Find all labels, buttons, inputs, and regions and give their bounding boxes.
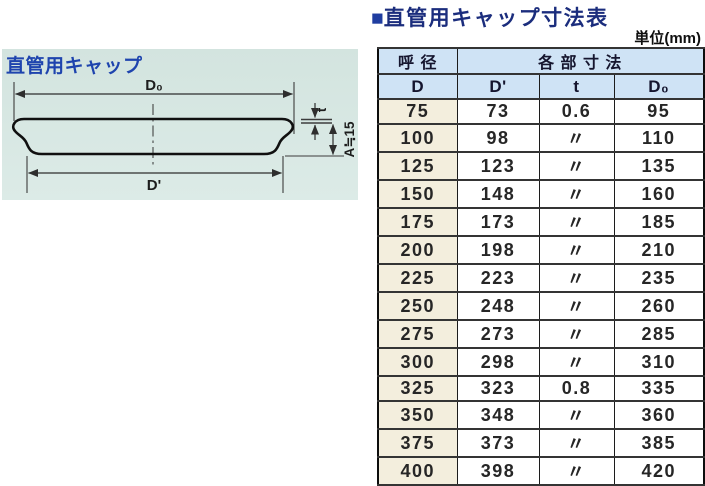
table-row: 350 348 〃 360 [377,400,705,430]
cell-value: 〃 [538,179,615,209]
table-row: 250 248 〃 260 [377,291,705,321]
cell-value: 310 [613,347,705,377]
cell-nominal-diameter: 175 [377,207,458,237]
cell-value: 〃 [538,347,615,377]
cell-value: 〃 [538,456,615,486]
table-row: 300 298 〃 310 [377,347,705,377]
table-row: 125 123 〃 135 [377,151,705,181]
cell-value: 123 [456,151,540,181]
table-row: 75 73 0.6 95 [377,98,705,125]
cell-value: 323 [456,375,540,402]
cell-nominal-diameter: 275 [377,319,458,349]
cell-value: 73 [456,98,540,125]
cell-value: 95 [613,98,705,125]
cell-value: 210 [613,235,705,265]
cell-value: 〃 [538,123,615,153]
cell-value: 348 [456,400,540,430]
cell-nominal-diameter: 300 [377,347,458,377]
cell-nominal-diameter: 250 [377,291,458,321]
table-row: 175 173 〃 185 [377,207,705,237]
dimension-table: 呼 径 各 部 寸 法 D D' t D₀ 75 73 0.6 95 100 98 〃 110… [377,47,705,486]
dimension-table-body: 75 73 0.6 95 100 98 〃 110 125 123 〃 135 150 148 〃 160 17… [377,98,705,486]
header-nominal-diameter: 呼 径 [377,47,458,75]
cell-value: 223 [456,263,540,293]
cell-value: 〃 [538,428,615,458]
dim-label-dprime: D' [147,177,161,194]
dimension-lines [15,90,337,177]
cell-value: 〃 [538,151,615,181]
cell-value: 235 [613,263,705,293]
cell-value: 173 [456,207,540,237]
cell-nominal-diameter: 375 [377,428,458,458]
page-title-text: 直管用キャップ寸法表 [383,7,609,30]
cell-value: 248 [456,291,540,321]
table-row: 225 223 〃 235 [377,263,705,293]
cap-diagram-svg: D₀ D' t A≒15 [11,77,357,194]
cell-nominal-diameter: 350 [377,400,458,430]
dim-label-t: t [314,107,329,112]
cell-value: 360 [613,400,705,430]
page-title: ■直管用キャップ寸法表 [371,2,609,32]
cell-value: 98 [456,123,540,153]
table-row: 375 373 〃 385 [377,428,705,458]
table-row: 275 273 〃 285 [377,319,705,349]
cell-value: 〃 [538,319,615,349]
cell-value: 160 [613,179,705,209]
cell-value: 135 [613,151,705,181]
cell-value: 285 [613,319,705,349]
cell-nominal-diameter: 200 [377,235,458,265]
cell-value: 〃 [538,235,615,265]
cell-value: 〃 [538,291,615,321]
cell-nominal-diameter: 225 [377,263,458,293]
table-row: 325 323 0.8 335 [377,375,705,402]
cell-value: 148 [456,179,540,209]
cell-value: 398 [456,456,540,486]
extension-lines [13,82,344,193]
unit-label: 単位(mm) [634,30,701,47]
cell-nominal-diameter: 400 [377,456,458,486]
cell-value: 298 [456,347,540,377]
cell-value: 335 [613,375,705,402]
table-header-row-2: D D' t D₀ [377,73,705,100]
cell-value: 373 [456,428,540,458]
dim-label-a: A≒15 [342,121,357,158]
cell-value: 〃 [538,263,615,293]
table-row: 100 98 〃 110 [377,123,705,153]
cell-nominal-diameter: 325 [377,375,458,402]
diagram-title: 直管用キャップ [6,56,143,77]
cell-value: 198 [456,235,540,265]
subheader-d: D [377,73,458,100]
cell-nominal-diameter: 75 [377,98,458,125]
cell-value: 〃 [538,400,615,430]
cell-value: 110 [613,123,705,153]
table-header-row-1: 呼 径 各 部 寸 法 [377,47,705,75]
table-row: 150 148 〃 160 [377,179,705,209]
cell-nominal-diameter: 125 [377,151,458,181]
cell-value: 0.8 [538,375,615,402]
subheader-t: t [538,73,615,100]
cell-value: 〃 [538,207,615,237]
cap-profile-path [11,117,295,156]
cell-value: 185 [613,207,705,237]
cell-value: 273 [456,319,540,349]
cell-value: 385 [613,428,705,458]
cell-value: 0.6 [538,98,615,125]
subheader-d0: D₀ [613,73,705,100]
diagram-panel: 直管用キャップ D₀ [2,49,358,200]
cell-nominal-diameter: 100 [377,123,458,153]
cell-value: 260 [613,291,705,321]
header-part-dimensions: 各 部 寸 法 [456,47,705,75]
subheader-dprime: D' [456,73,540,100]
table-row: 200 198 〃 210 [377,235,705,265]
cell-value: 420 [613,456,705,486]
dim-label-d0: D₀ [145,77,163,94]
cell-nominal-diameter: 150 [377,179,458,209]
title-square-bullet: ■ [371,7,384,30]
table-row: 400 398 〃 420 [377,456,705,486]
